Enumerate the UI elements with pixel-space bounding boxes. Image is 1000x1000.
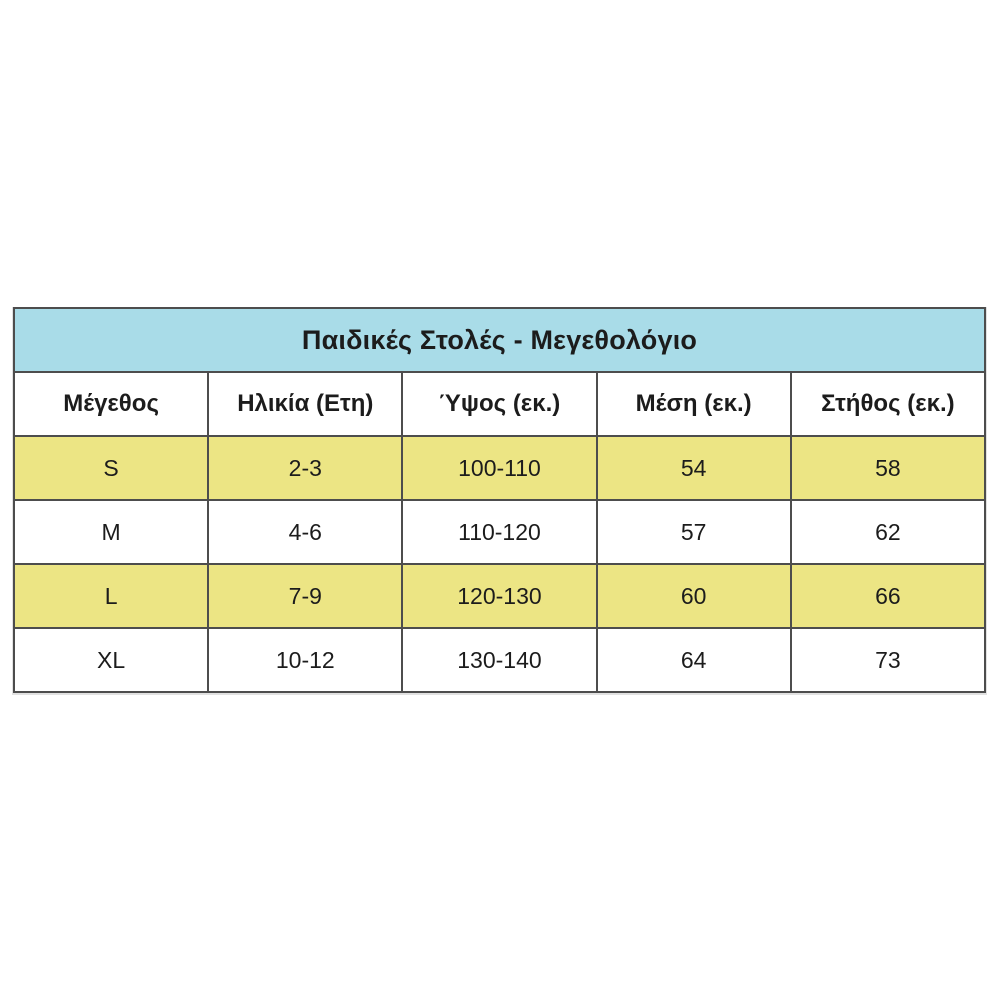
cell-waist: 60 xyxy=(595,563,792,629)
size-chart-table: Παιδικές Στολές - Μεγεθολόγιο Μέγεθος Ηλ… xyxy=(12,307,987,693)
cell-age: 4-6 xyxy=(207,499,404,565)
column-header-height: Ύψος (εκ.) xyxy=(401,371,598,437)
column-header-waist: Μέση (εκ.) xyxy=(595,371,792,437)
cell-age: 7-9 xyxy=(207,563,404,629)
cell-waist: 64 xyxy=(595,627,792,693)
table-row-xl: XL 10-12 130-140 64 73 xyxy=(12,627,987,693)
cell-chest: 62 xyxy=(789,499,987,565)
cell-size: XL xyxy=(12,627,210,693)
cell-chest: 73 xyxy=(789,627,987,693)
column-header-chest: Στήθος (εκ.) xyxy=(789,371,987,437)
cell-age: 2-3 xyxy=(207,435,404,501)
table-title-row: Παιδικές Στολές - Μεγεθολόγιο xyxy=(13,307,986,373)
cell-size: M xyxy=(12,499,210,565)
cell-size: L xyxy=(12,563,210,629)
cell-height: 120-130 xyxy=(401,563,598,629)
column-header-size: Μέγεθος xyxy=(12,371,210,437)
cell-waist: 54 xyxy=(595,435,792,501)
column-header-age: Ηλικία (Ετη) xyxy=(207,371,404,437)
table-row-s: S 2-3 100-110 54 58 xyxy=(12,435,987,501)
cell-height: 100-110 xyxy=(401,435,598,501)
cell-size: S xyxy=(12,435,210,501)
cell-height: 110-120 xyxy=(401,499,598,565)
table-row-m: M 4-6 110-120 57 62 xyxy=(12,499,987,565)
cell-chest: 58 xyxy=(789,435,987,501)
cell-chest: 66 xyxy=(789,563,987,629)
cell-age: 10-12 xyxy=(207,627,404,693)
table-row-l: L 7-9 120-130 60 66 xyxy=(12,563,987,629)
table-title: Παιδικές Στολές - Μεγεθολόγιο xyxy=(13,307,986,373)
cell-height: 130-140 xyxy=(401,627,598,693)
table-header-row: Μέγεθος Ηλικία (Ετη) Ύψος (εκ.) Μέση (εκ… xyxy=(12,371,987,437)
cell-waist: 57 xyxy=(595,499,792,565)
